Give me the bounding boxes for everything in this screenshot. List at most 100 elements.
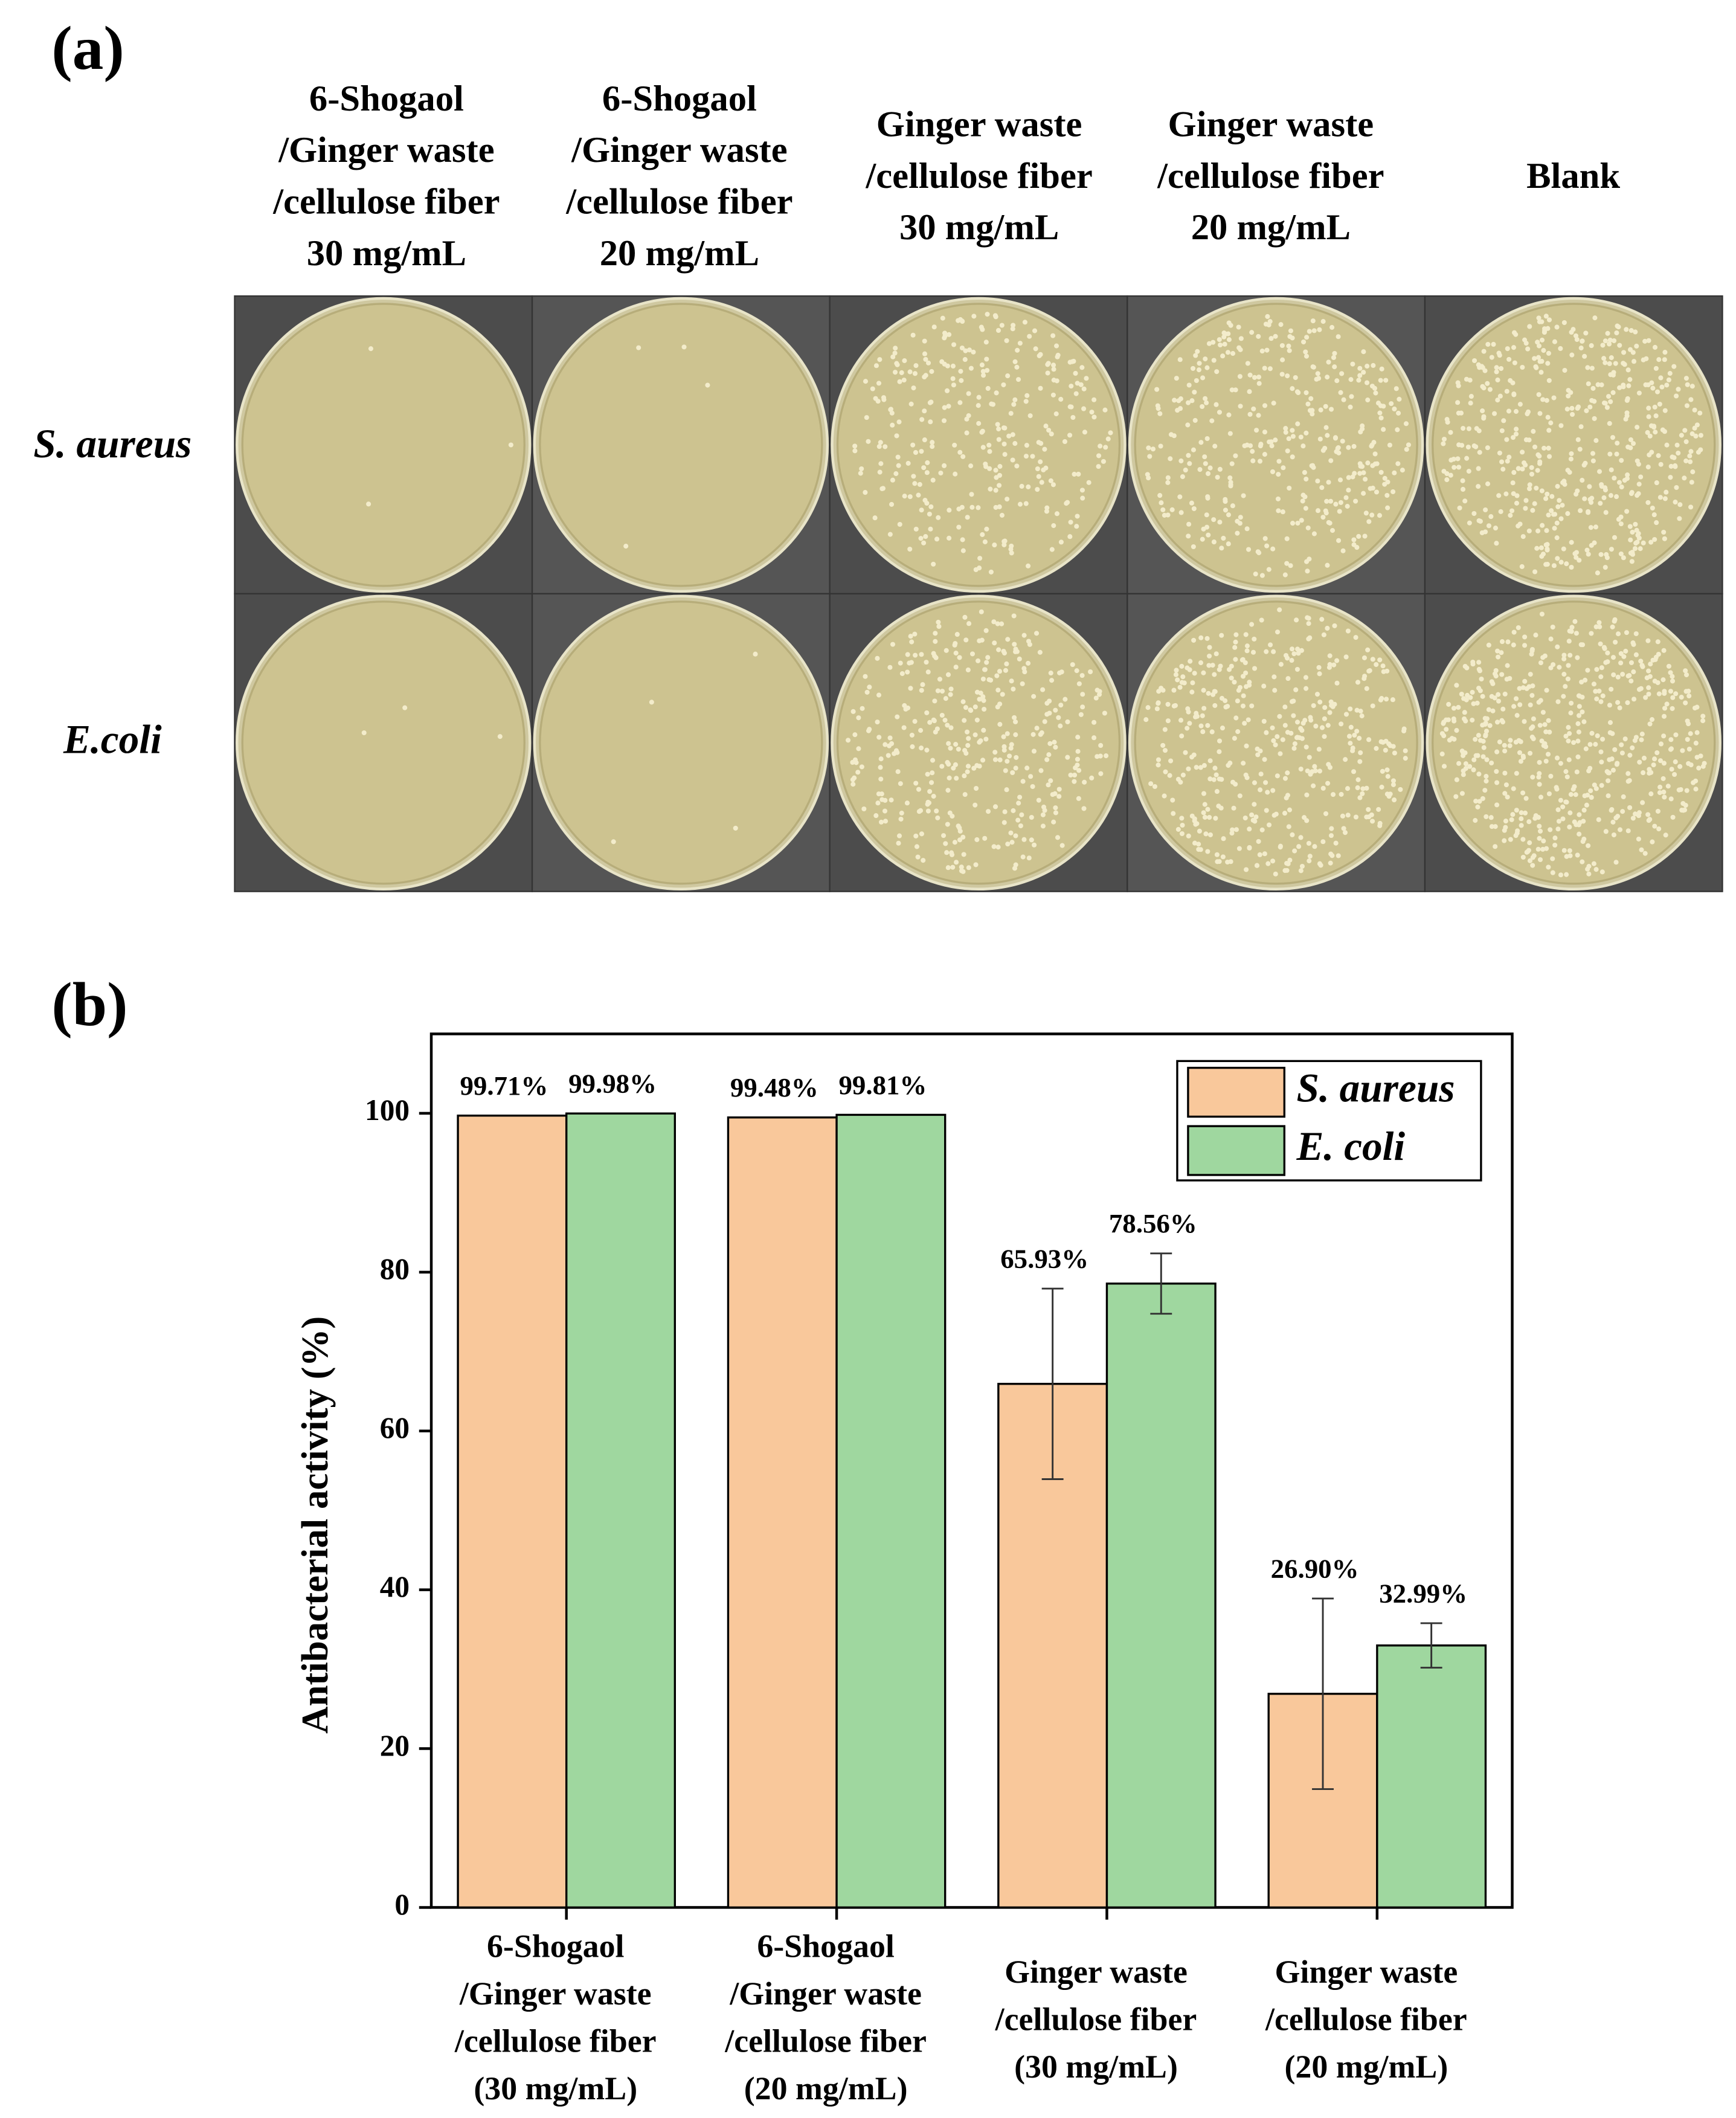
- colony: [1304, 744, 1309, 750]
- colony: [1383, 747, 1388, 753]
- colony: [1036, 797, 1041, 803]
- x-tick-label: /cellulose fiber: [1265, 2001, 1467, 2038]
- colony: [1599, 759, 1604, 765]
- colony: [968, 463, 974, 469]
- colony: [1525, 409, 1531, 414]
- colony: [1390, 782, 1396, 787]
- colony: [1632, 738, 1638, 743]
- colony: [1499, 650, 1504, 655]
- colony: [919, 652, 924, 657]
- x-tick-label: (20 mg/mL): [1284, 2049, 1448, 2085]
- colony: [1355, 785, 1360, 791]
- colony: [508, 442, 513, 448]
- colony: [979, 362, 985, 368]
- colony: [1005, 842, 1011, 847]
- colony: [1279, 372, 1285, 377]
- colony: [1246, 717, 1251, 723]
- colony: [1555, 699, 1561, 704]
- colony: [1511, 470, 1517, 475]
- colony: [948, 725, 954, 730]
- colony: [965, 729, 970, 735]
- colony: [1392, 406, 1397, 412]
- colony: [962, 614, 968, 620]
- colony: [1049, 678, 1055, 683]
- colony: [1219, 546, 1224, 551]
- colony: [1621, 794, 1626, 800]
- colony: [733, 825, 738, 831]
- colony: [1328, 699, 1334, 704]
- colony: [1535, 355, 1542, 360]
- value-label: 99.81%: [838, 1070, 927, 1100]
- colony: [1200, 536, 1205, 542]
- colony: [1526, 437, 1532, 443]
- colony: [1520, 753, 1526, 759]
- colony: [1598, 641, 1603, 646]
- colony: [995, 845, 1001, 850]
- colony: [1285, 770, 1290, 776]
- colony: [1540, 397, 1546, 402]
- colony: [1597, 624, 1603, 629]
- colony: [1210, 663, 1215, 668]
- colony: [1262, 430, 1267, 435]
- colony: [895, 454, 901, 460]
- colony: [1229, 387, 1235, 393]
- colony: [882, 742, 888, 747]
- colony: [1630, 640, 1636, 646]
- colony: [1001, 648, 1006, 654]
- colony: [1546, 378, 1552, 383]
- colony: [1201, 791, 1207, 796]
- colony: [980, 677, 986, 682]
- colony: [1001, 747, 1007, 753]
- colony: [1619, 458, 1624, 463]
- colony: [1558, 516, 1564, 521]
- colony: [1343, 654, 1349, 660]
- colony: [1653, 365, 1659, 371]
- colony: [1395, 461, 1401, 466]
- colony: [1575, 738, 1581, 744]
- colony: [1294, 719, 1300, 725]
- colony: [957, 317, 963, 322]
- colony: [1065, 755, 1070, 760]
- colony: [1098, 771, 1104, 776]
- colony: [1091, 414, 1097, 420]
- colony: [1034, 631, 1040, 636]
- colony: [1194, 378, 1199, 384]
- colony: [960, 699, 966, 704]
- colony: [1494, 768, 1499, 774]
- colony: [1569, 625, 1575, 630]
- colony: [1609, 355, 1614, 361]
- colony: [1683, 700, 1688, 706]
- colony: [1024, 443, 1029, 448]
- colony: [1012, 397, 1018, 402]
- colony: [1529, 465, 1534, 471]
- colony: [1278, 322, 1284, 327]
- colony: [1040, 823, 1046, 829]
- colony: [1550, 870, 1555, 875]
- colony: [1460, 478, 1465, 483]
- colony: [982, 706, 987, 712]
- colony: [1599, 382, 1604, 388]
- colony: [944, 850, 950, 855]
- colony: [1451, 456, 1456, 462]
- colony: [1529, 693, 1535, 698]
- colony: [1636, 836, 1641, 842]
- colony: [945, 672, 951, 677]
- colony: [1191, 447, 1196, 452]
- colony: [1010, 770, 1015, 776]
- colony: [1604, 555, 1610, 561]
- colony: [1456, 465, 1462, 470]
- colony: [1612, 535, 1618, 540]
- colony: [1624, 509, 1630, 514]
- colony: [1628, 678, 1634, 684]
- colony: [1329, 826, 1334, 831]
- colony: [1642, 851, 1648, 856]
- colony: [1024, 765, 1030, 771]
- colony: [1287, 807, 1293, 813]
- colony: [1223, 498, 1228, 504]
- colony: [1639, 847, 1644, 852]
- colony: [856, 746, 861, 752]
- colony: [1053, 343, 1059, 349]
- colony: [947, 810, 953, 816]
- colony: [1311, 783, 1316, 788]
- colony: [1290, 832, 1295, 837]
